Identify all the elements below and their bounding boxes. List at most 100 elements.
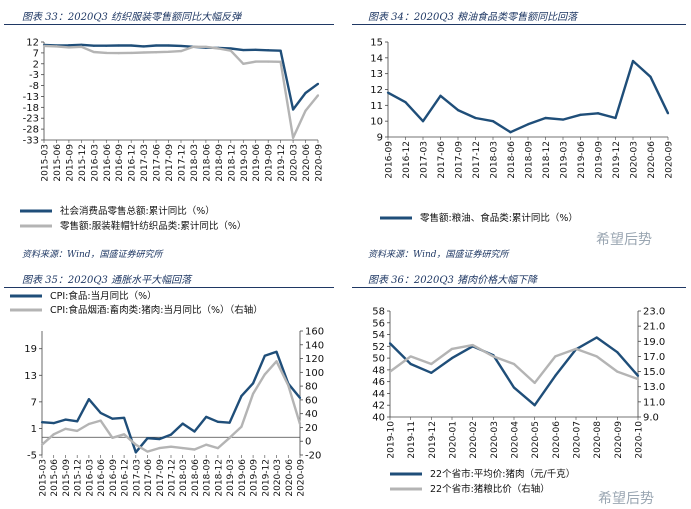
data-point-1 xyxy=(291,108,295,111)
x-tick-label: 2015-09 xyxy=(65,144,75,182)
data-point-2 xyxy=(316,94,320,97)
data-point-2 xyxy=(275,360,278,363)
data-point-1 xyxy=(240,395,243,398)
data-point-2 xyxy=(217,47,220,50)
x-tick-label: 2015-06 xyxy=(53,144,63,182)
data-point-1 xyxy=(275,350,278,353)
x-tick-label: 2020-09 xyxy=(665,141,675,179)
data-point-2 xyxy=(216,447,220,450)
x-tick-label: 2019-06 xyxy=(252,144,262,182)
legend-label-1: CPI:食品:当月同比（%） xyxy=(50,290,157,302)
data-point-1 xyxy=(167,44,170,47)
x-tick-label: 2017-03 xyxy=(420,141,430,179)
data-point-2 xyxy=(471,343,474,347)
data-point-1 xyxy=(117,44,120,47)
data-point-1 xyxy=(154,44,158,47)
y2-tick-label: 21.0 xyxy=(643,322,665,333)
x-tick-label: 2020-03 xyxy=(490,421,500,459)
x-tick-label: 2020-03 xyxy=(630,141,640,179)
data-point-1 xyxy=(179,44,183,48)
x-tick-label: 2018-09 xyxy=(525,141,535,179)
x-tick-label: 2016-06 xyxy=(97,459,107,497)
data-point-2 xyxy=(554,355,557,358)
y2-tick-label: 11.0 xyxy=(643,397,665,408)
y-tick-label: -13 xyxy=(23,92,39,103)
y2-tick-label: 140 xyxy=(305,340,324,351)
x-tick-label: 2019-03 xyxy=(560,141,570,179)
data-point-2 xyxy=(154,51,158,54)
data-point-1 xyxy=(439,94,442,97)
y-tick-label: 13 xyxy=(370,69,383,80)
x-tick-label: 2019-12 xyxy=(277,144,287,182)
x-tick-label: 2019-12 xyxy=(261,459,271,497)
data-point-2 xyxy=(267,60,270,63)
data-point-1 xyxy=(409,362,412,366)
data-point-1 xyxy=(80,43,83,46)
y2-tick-label: 0 xyxy=(305,437,311,448)
data-point-1 xyxy=(130,44,133,47)
data-point-2 xyxy=(533,381,536,385)
x-tick-label: 2016-03 xyxy=(85,459,95,497)
data-point-1 xyxy=(388,342,392,345)
data-point-1 xyxy=(474,116,477,120)
data-point-2 xyxy=(595,355,598,358)
data-point-2 xyxy=(179,50,183,53)
x-tick-label: 2020-06 xyxy=(285,459,295,497)
data-point-2 xyxy=(80,45,83,48)
legend-label-2: CPI:食品烟酒:畜肉类:猪肉:当月同比（%）（右轴） xyxy=(50,304,263,316)
data-point-1 xyxy=(229,47,232,50)
y2-tick-label: 9.0 xyxy=(643,413,659,424)
data-point-2 xyxy=(388,370,392,373)
x-tick-label: 2020-09 xyxy=(315,144,325,182)
x-tick-label: 2018-12 xyxy=(214,459,224,497)
x-tick-label: 2015-12 xyxy=(78,144,88,182)
data-point-1 xyxy=(561,118,565,121)
data-point-1 xyxy=(228,421,231,424)
data-point-1 xyxy=(649,75,652,78)
data-point-1 xyxy=(52,422,55,425)
data-point-1 xyxy=(491,120,495,123)
data-point-1 xyxy=(267,49,270,52)
data-point-1 xyxy=(595,336,598,339)
data-point-1 xyxy=(254,48,257,51)
y-tick-label: 12 xyxy=(26,38,39,49)
data-point-1 xyxy=(554,374,557,377)
data-point-1 xyxy=(263,354,266,357)
data-point-1 xyxy=(87,398,91,401)
x-tick-label: 2020-06 xyxy=(302,144,312,182)
data-point-1 xyxy=(181,422,184,425)
data-point-1 xyxy=(158,437,161,441)
x-tick-label: 2018-12 xyxy=(227,144,237,182)
data-point-2 xyxy=(512,362,516,366)
y2-tick-label: 40 xyxy=(305,409,318,420)
data-point-2 xyxy=(287,384,290,387)
y-tick-label: 42 xyxy=(372,401,385,412)
x-tick-label: 2015-03 xyxy=(39,459,49,497)
data-point-2 xyxy=(67,46,71,49)
y-tick-label: 48 xyxy=(372,365,385,376)
data-point-1 xyxy=(316,82,320,85)
data-point-1 xyxy=(298,396,302,399)
data-point-1 xyxy=(105,44,108,47)
x-tick-label: 2017-09 xyxy=(165,144,175,182)
data-point-2 xyxy=(636,378,640,381)
x-tick-label: 2020-09 xyxy=(297,459,307,497)
data-point-2 xyxy=(409,355,412,358)
data-point-1 xyxy=(67,44,71,47)
data-point-2 xyxy=(158,447,161,450)
data-point-1 xyxy=(279,49,282,52)
y-tick-label: -23 xyxy=(23,114,39,125)
data-point-1 xyxy=(579,113,582,116)
watermark-2: 希望后势 xyxy=(598,491,654,507)
data-point-2 xyxy=(279,60,282,63)
data-point-2 xyxy=(263,373,266,376)
data-point-1 xyxy=(386,91,390,94)
data-point-2 xyxy=(105,51,108,54)
y2-tick-label: 120 xyxy=(305,354,324,365)
x-tick-label: 2018-03 xyxy=(190,144,200,182)
data-point-1 xyxy=(430,371,433,374)
x-tick-label: 2018-06 xyxy=(191,459,201,497)
data-point-2 xyxy=(254,60,257,63)
legend-label-1: 22个省市:平均价:猪肉（元/千克） xyxy=(430,468,575,480)
series-line-2 xyxy=(41,360,302,453)
